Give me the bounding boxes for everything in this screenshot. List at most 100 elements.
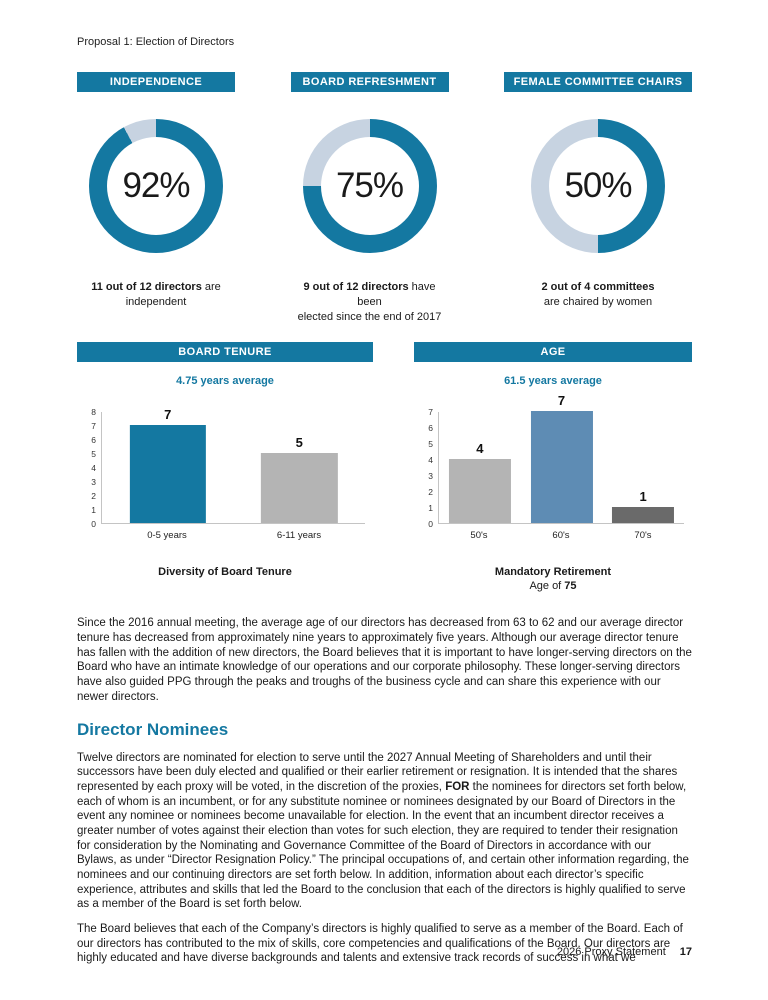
chart-average-label: 61.5 years average xyxy=(504,374,602,387)
x-axis-labels: 0-5 years 6-11 years xyxy=(101,530,365,541)
bar-slot-6-11-years: 5 xyxy=(234,412,366,523)
chart-card-board-tenure: BOARD TENURE 4.75 years average 0 1 2 3 4 5 6 7 8 7… xyxy=(77,341,373,595)
stat-caption-line2: elected since the end of 2017 xyxy=(297,310,442,323)
x-axis-label: 60's xyxy=(552,529,570,541)
paragraph2-text-after: the nominees for directors set forth bel… xyxy=(77,781,689,911)
stat-caption-bold: 2 out of 4 committees xyxy=(541,281,655,293)
chart-average-label: 4.75 years average xyxy=(176,374,274,387)
chart-caption: Mandatory Retirement Age of 75 xyxy=(414,565,692,595)
y-axis-tick: 4 xyxy=(428,454,433,465)
bar-value-label: 4 xyxy=(476,440,484,456)
chart-card-title: BOARD TENURE xyxy=(77,341,373,362)
bar-value-label: 5 xyxy=(295,434,303,450)
plot-area: 4 7 1 xyxy=(438,393,684,524)
y-axis-tick: 5 xyxy=(91,448,96,459)
stat-caption-line1: 2 out of 4 committees xyxy=(541,280,654,295)
section-heading-director-nominees: Director Nominees xyxy=(77,720,229,740)
bar-6-11-years xyxy=(261,452,338,523)
bars-container: 4 7 1 xyxy=(439,393,684,523)
document-footer: 2026 Proxy Statement 17 xyxy=(557,946,692,958)
bar-slot-0-5-years: 7 xyxy=(102,407,234,523)
bar-value-label: 7 xyxy=(557,392,566,408)
footer-label: 2026 Proxy Statement xyxy=(556,946,666,958)
paragraph2-text-before: Twelve directors are nominated for elect… xyxy=(77,751,678,794)
donut-hole: 50% xyxy=(549,137,647,235)
x-axis-label: 70's xyxy=(634,529,652,541)
paragraph2-bold-for: FOR xyxy=(445,781,470,794)
stat-card-independence: INDEPENDENCE 92% 11 out of 12 directors ar… xyxy=(77,72,235,325)
paragraph-board-qualifications: The Board believes that each of the Comp… xyxy=(77,923,683,965)
chart-caption-line1: Mandatory Retirement xyxy=(494,565,612,578)
x-axis-label: 50's xyxy=(470,529,488,541)
y-axis-tick: 6 xyxy=(428,422,433,433)
chart-card-age: AGE 61.5 years average 0 1 2 3 4 5 6 7 4 7 1 50's 60's… xyxy=(414,341,692,595)
bar-chart-plot: 0 1 2 3 4 5 6 7 4 7 1 xyxy=(418,393,684,529)
chart-caption-line2-bold: 75 xyxy=(564,580,577,593)
stat-card-female-committee-chairs: FEMALE COMMITTEE CHAIRS 50% 2 out of 4 com… xyxy=(504,72,692,325)
body-text: Since the 2016 annual meeting, the avera… xyxy=(77,616,692,966)
donut-chart-independence: 92% xyxy=(89,119,223,253)
donut-percent-value: 50% xyxy=(564,166,632,205)
y-axis: 0 1 2 3 4 5 6 7 8 xyxy=(81,407,101,529)
stat-card-title: BOARD REFRESHMENT xyxy=(290,72,449,92)
stat-caption-line2: independent xyxy=(125,295,187,308)
y-axis-tick: 8 xyxy=(91,406,96,417)
paragraph-nomination-details: Twelve directors are nominated for elect… xyxy=(77,751,692,912)
x-axis-label: 0-5 years xyxy=(147,529,187,541)
y-axis-tick: 3 xyxy=(428,470,433,481)
bar-value-label: 7 xyxy=(164,406,172,422)
bar-charts-row: BOARD TENURE 4.75 years average 0 1 2 3 4 5 6 7 8 7… xyxy=(77,341,692,595)
y-axis-tick: 0 xyxy=(428,518,433,529)
stat-caption: 2 out of 4 committees are chaired by wome… xyxy=(541,280,654,310)
stat-caption: 11 out of 12 directors are independent xyxy=(91,280,221,310)
bar-50-s xyxy=(448,458,511,523)
stat-caption-line1: 9 out of 12 directors have been xyxy=(303,281,436,308)
y-axis-tick: 7 xyxy=(428,406,433,417)
donut-hole: 92% xyxy=(107,137,205,235)
stat-card-title: FEMALE COMMITTEE CHAIRS xyxy=(504,72,692,92)
page-content: Proposal 1: Election of Directors INDEPE… xyxy=(77,36,692,966)
bar-slot-60-s: 7 xyxy=(521,393,603,523)
stat-card-title: INDEPENDENCE xyxy=(77,72,235,92)
footer-page-number: 17 xyxy=(679,946,692,958)
donut-chart-female-committee-chairs: 50% xyxy=(531,119,665,253)
y-axis-tick: 0 xyxy=(91,518,96,529)
chart-caption-line1: Diversity of Board Tenure xyxy=(158,565,292,578)
y-axis-tick: 1 xyxy=(91,504,96,515)
stat-caption-line1: 11 out of 12 directors are xyxy=(91,281,221,293)
y-axis-tick: 3 xyxy=(91,476,96,487)
bar-0-5-years xyxy=(129,424,206,523)
chart-caption: Diversity of Board Tenure xyxy=(77,565,373,580)
stat-caption: 9 out of 12 directors have been elected s… xyxy=(291,280,449,325)
bar-60-s xyxy=(530,410,593,523)
stat-card-board-refreshment: BOARD REFRESHMENT 75% 9 out of 12 director… xyxy=(290,72,449,325)
bar-slot-50-s: 4 xyxy=(439,412,521,523)
x-axis-labels: 50's 60's 70's xyxy=(438,530,684,541)
stat-caption-line2: are chaired by women xyxy=(543,295,653,308)
y-axis-tick: 5 xyxy=(428,438,433,449)
donut-chart-board-refreshment: 75% xyxy=(302,119,437,253)
bar-slot-70-s: 1 xyxy=(602,412,684,523)
y-axis-tick: 2 xyxy=(428,486,433,497)
document-header: Proposal 1: Election of Directors xyxy=(77,36,235,48)
y-axis-tick: 1 xyxy=(428,502,433,513)
bar-value-label: 1 xyxy=(639,488,647,504)
donut-hole: 75% xyxy=(320,137,419,235)
y-axis-tick: 6 xyxy=(91,434,96,445)
bar-70-s xyxy=(612,506,675,523)
chart-card-title: AGE xyxy=(414,341,692,362)
stat-caption-bold: 11 out of 12 directors xyxy=(91,281,202,293)
donut-percent-value: 75% xyxy=(335,166,404,205)
y-axis-tick: 4 xyxy=(91,462,96,473)
stat-caption-bold: 9 out of 12 directors xyxy=(303,281,409,293)
y-axis-tick: 7 xyxy=(91,420,96,431)
y-axis: 0 1 2 3 4 5 6 7 xyxy=(418,407,438,529)
chart-caption-line2: Age of 75 xyxy=(529,580,577,593)
y-axis-tick: 2 xyxy=(91,490,96,501)
donut-stats-row: INDEPENDENCE 92% 11 out of 12 directors ar… xyxy=(77,72,692,325)
donut-percent-value: 92% xyxy=(122,166,190,205)
